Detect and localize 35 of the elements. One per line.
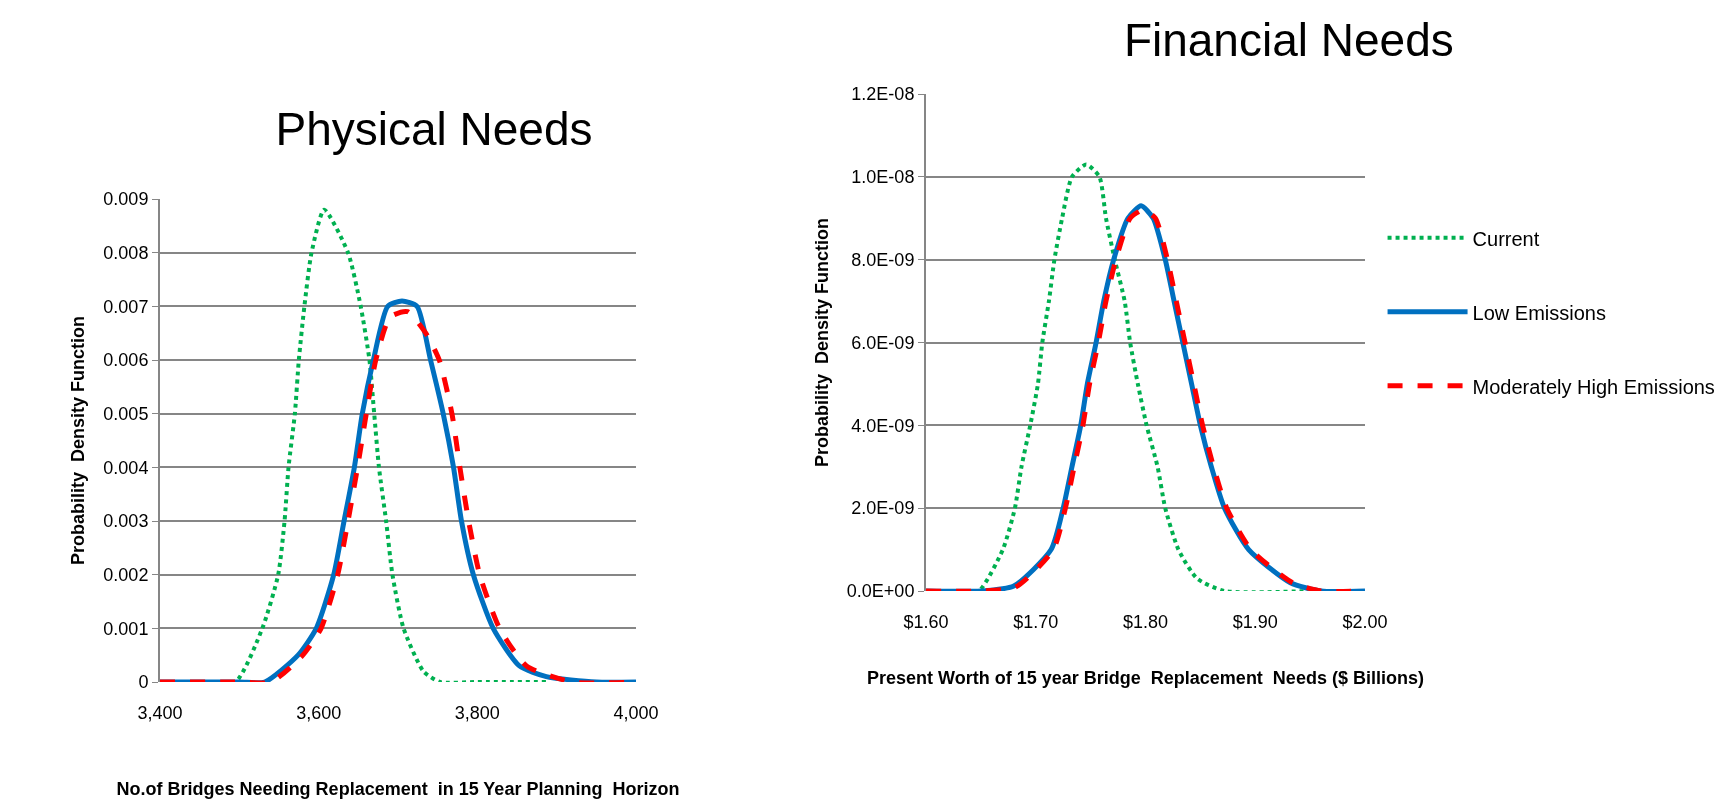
x-tick-label: 3,800	[454, 703, 500, 723]
y-tick-label: 0.009	[103, 189, 149, 210]
y-tick-label: 1.0E-08	[851, 167, 915, 188]
y-axis-title: Probability Density Function	[68, 315, 89, 566]
y-tick-label: 2.0E-09	[851, 498, 915, 519]
y-axis-title: Probability Density Function	[811, 217, 832, 468]
y-tick-label: 0.002	[103, 564, 149, 585]
y-tick-label: 0.008	[103, 242, 149, 263]
legend-label: Low Emissions	[1472, 301, 1606, 324]
x-axis-title: No.of Bridges Needing Replacement in 15 Year Planning Horizon	[116, 779, 680, 800]
y-tick-label: 0.003	[103, 511, 149, 532]
y-tick-label: 6.0E-09	[851, 332, 915, 353]
y-tick-label: 0.0E+00	[846, 581, 915, 602]
y-tick-label: 0	[138, 672, 149, 693]
y-tick-label: 1.2E-08	[851, 84, 915, 105]
chart-title: Physical Needs	[275, 103, 593, 156]
x-axis-title: Present Worth of 15 year Bridge Replacement Needs ($ Billions)	[867, 668, 1424, 689]
y-tick-label: 0.004	[103, 457, 149, 478]
y-tick-label: 0.006	[103, 350, 149, 371]
chart-title: Financial Needs	[1123, 14, 1454, 67]
y-tick-label: 0.005	[103, 403, 149, 424]
x-tick-label: $1.70	[1013, 612, 1059, 632]
x-tick-label: 3,600	[296, 703, 342, 723]
x-tick-label: $1.80	[1122, 612, 1169, 632]
x-tick-label: 3,400	[137, 703, 183, 723]
x-tick-label: $2.00	[1342, 612, 1388, 632]
y-tick-label: 4.0E-09	[851, 415, 915, 436]
x-tick-label: $1.60	[903, 612, 949, 632]
y-tick-label: 8.0E-09	[851, 249, 915, 270]
y-tick-label: 0.001	[103, 618, 149, 639]
legend-label: Current	[1472, 227, 1540, 250]
x-tick-label: $1.90	[1232, 612, 1278, 632]
y-tick-label: 0.007	[103, 296, 149, 317]
legend-label: Moderately High Emissions	[1472, 375, 1715, 398]
x-tick-label: 4,000	[613, 703, 659, 723]
